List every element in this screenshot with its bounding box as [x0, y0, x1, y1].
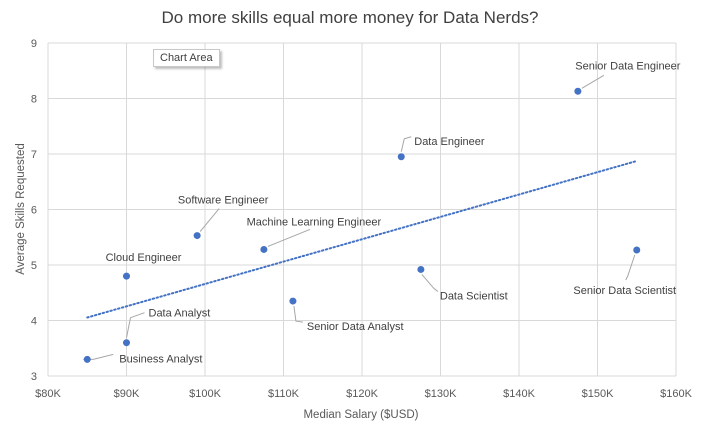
data-point: [633, 246, 641, 254]
point-labels: Business Analyst Data Analyst Cloud Engine…: [106, 60, 681, 365]
point-label: Data Engineer: [414, 136, 485, 148]
point-label: Senior Data Engineer: [575, 60, 681, 72]
x-tick-label: $80K: [35, 388, 61, 400]
x-tick-label: $140K: [503, 388, 535, 400]
leader-line: [421, 274, 439, 292]
point-label: Machine Learning Engineer: [247, 216, 382, 228]
y-tick-label: 6: [31, 205, 37, 217]
x-axis-ticks: $80K $90K $100K $110K $120K $130K $140K $150K $1…: [35, 388, 692, 400]
leader-line: [293, 306, 303, 323]
y-axis-label: Average Skills Requested: [15, 143, 27, 274]
x-axis-label: Median Salary ($USD): [303, 409, 418, 421]
data-point: [123, 272, 130, 280]
gridlines: [47, 42, 677, 377]
leader-line: [267, 228, 311, 247]
x-tick-label: $90K: [114, 388, 140, 400]
data-point: [193, 232, 201, 240]
x-tick-label: $130K: [425, 388, 457, 400]
point-label: Business Analyst: [119, 353, 202, 365]
data-point: [83, 355, 91, 363]
leader-line: [400, 136, 412, 152]
point-label: Senior Data Analyst: [307, 321, 404, 333]
y-tick-label: 9: [31, 38, 37, 50]
chart-area-tooltip: Chart Area: [153, 49, 220, 67]
data-point: [289, 297, 297, 305]
point-label: Senior Data Scientist: [573, 285, 676, 297]
leader-line: [581, 74, 605, 89]
leader-line: [199, 208, 220, 232]
data-point: [417, 265, 425, 273]
data-point: [260, 245, 268, 253]
x-tick-label: $100K: [189, 388, 221, 400]
data-point: [123, 339, 130, 347]
x-tick-label: $150K: [582, 388, 614, 400]
leader-lines: [83, 74, 636, 360]
leader-line: [126, 312, 145, 338]
data-point: [397, 153, 405, 161]
point-label: Software Engineer: [178, 195, 269, 207]
x-tick-label: $120K: [346, 388, 378, 400]
data-point: [574, 87, 582, 95]
point-label: Data Scientist: [440, 290, 508, 302]
point-label: Data Analyst: [149, 308, 211, 320]
point-label: Cloud Engineer: [106, 252, 182, 264]
trendline-group: [86, 159, 638, 319]
data-points: [83, 87, 641, 363]
y-tick-label: 4: [31, 316, 37, 328]
y-tick-label: 7: [31, 149, 37, 161]
y-tick-label: 3: [31, 371, 37, 383]
y-axis-ticks: 3 4 5 6 7 8 9: [31, 38, 37, 383]
y-tick-label: 5: [31, 260, 37, 272]
x-tick-label: $160K: [660, 388, 692, 400]
x-tick-label: $110K: [268, 388, 300, 400]
trendline: [86, 159, 638, 319]
leader-line: [625, 254, 636, 281]
y-tick-label: 8: [31, 94, 37, 106]
chart-title: Do more skills equal more money for Data…: [162, 8, 539, 27]
